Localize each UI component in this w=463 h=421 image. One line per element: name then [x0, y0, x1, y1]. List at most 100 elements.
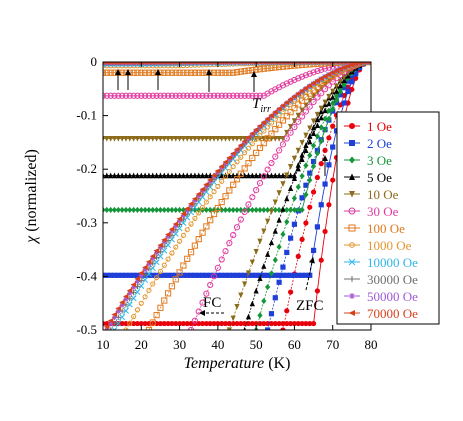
data-point	[176, 172, 183, 179]
data-point	[215, 136, 221, 142]
y-tick-label: 0	[91, 54, 98, 69]
data-point	[150, 272, 156, 278]
data-point	[279, 117, 287, 124]
data-point	[142, 69, 149, 76]
data-point	[173, 244, 179, 250]
data-point	[195, 308, 202, 315]
data-point	[115, 62, 121, 66]
data-point	[272, 136, 278, 142]
data-point	[134, 289, 141, 296]
data-point	[150, 255, 156, 262]
legend-label: 30000 Oe	[367, 272, 418, 287]
data-point	[103, 324, 110, 330]
data-point	[349, 276, 355, 282]
data-point	[276, 136, 282, 142]
data-point	[310, 80, 317, 86]
data-point	[150, 136, 156, 142]
data-point	[283, 99, 290, 106]
data-point	[191, 196, 198, 202]
data-point	[337, 62, 343, 65]
data-point	[234, 206, 240, 214]
x-tick-label: 40	[211, 337, 224, 352]
data-point	[322, 99, 328, 106]
data-point	[348, 224, 356, 232]
data-point	[165, 272, 171, 278]
data-point	[111, 62, 118, 66]
data-point	[245, 67, 252, 74]
data-point	[123, 206, 129, 214]
x-tick-label: 80	[365, 337, 378, 352]
data-point	[164, 231, 171, 238]
data-point	[226, 62, 232, 65]
data-point	[157, 320, 164, 327]
data-point	[314, 78, 320, 84]
data-point	[214, 92, 221, 99]
y-axis-label: χ (normalized)	[23, 149, 40, 245]
data-point	[196, 272, 202, 278]
data-point	[348, 310, 355, 316]
data-point	[214, 264, 221, 271]
data-point	[108, 272, 114, 278]
data-point	[134, 172, 141, 179]
data-point	[188, 272, 194, 278]
data-point	[122, 293, 129, 300]
data-point	[288, 289, 294, 295]
data-point	[184, 207, 190, 214]
data-point	[238, 272, 244, 278]
data-point	[280, 320, 286, 327]
data-point	[153, 248, 160, 254]
series	[103, 62, 371, 330]
data-point	[111, 311, 118, 318]
data-point	[165, 136, 171, 142]
data-point	[272, 109, 278, 115]
data-point	[195, 236, 202, 243]
zfc-arrow	[305, 257, 315, 291]
data-point	[265, 124, 271, 130]
data-point	[284, 172, 290, 179]
data-point	[188, 172, 194, 179]
data-point	[295, 183, 301, 191]
data-point	[265, 327, 271, 330]
data-point	[184, 172, 190, 179]
data-point	[249, 320, 255, 327]
data-point	[145, 92, 153, 99]
data-point	[280, 264, 286, 270]
data-point	[264, 135, 271, 142]
data-point	[330, 105, 336, 113]
data-point	[122, 62, 129, 66]
data-point	[299, 172, 305, 180]
data-point	[187, 249, 195, 256]
data-point	[321, 73, 328, 79]
data-point	[161, 172, 167, 179]
data-point	[123, 136, 129, 142]
data-point	[280, 172, 286, 179]
data-point	[119, 314, 126, 321]
data-point	[126, 92, 133, 99]
data-point	[146, 287, 152, 293]
data-point	[126, 287, 133, 294]
data-point	[245, 172, 252, 179]
data-point	[284, 195, 290, 202]
data-point	[299, 140, 305, 146]
data-point	[307, 320, 313, 327]
data-point	[264, 166, 271, 173]
legend-label: 1 Oe	[367, 119, 392, 134]
data-point	[115, 320, 122, 327]
data-point	[157, 136, 164, 142]
data-point	[222, 320, 229, 327]
data-point	[341, 80, 347, 87]
data-point	[210, 210, 218, 218]
data-point	[299, 236, 305, 243]
data-point	[172, 221, 179, 227]
data-point	[214, 168, 221, 174]
data-point	[276, 279, 282, 285]
legend-label: 1000 Oe	[367, 238, 412, 253]
data-point	[295, 253, 301, 259]
data-point	[233, 176, 241, 183]
data-point	[149, 319, 156, 326]
data-point	[276, 272, 282, 278]
data-point	[268, 311, 275, 317]
data-point	[176, 320, 183, 327]
data-point	[318, 75, 324, 82]
data-point	[314, 116, 320, 122]
